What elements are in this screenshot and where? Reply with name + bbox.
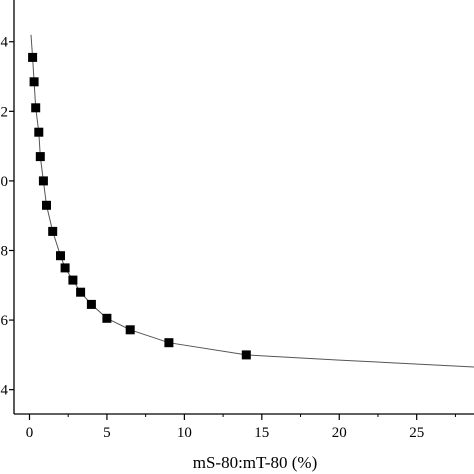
data-point [60, 263, 70, 273]
y-tick-label: 10 [0, 174, 8, 190]
fit-curve [30, 34, 474, 368]
x-tick-label: 10 [177, 425, 192, 441]
x-tick-label: 20 [332, 425, 347, 441]
x-axis-ticks: 0 5 10 15 20 25 [26, 414, 456, 441]
data-point [35, 152, 45, 162]
data-point [38, 176, 48, 186]
x-tick-label: 25 [409, 425, 424, 441]
plot-frame [13, 0, 474, 415]
x-tick-label: 0 [26, 425, 34, 441]
y-tick-label: 12 [0, 104, 8, 120]
data-point [28, 52, 38, 62]
y-tick-label: 8 [1, 243, 9, 259]
y-tick-label: 6 [1, 313, 9, 329]
data-point [125, 325, 135, 335]
data-point [42, 200, 51, 210]
data-point [31, 103, 41, 113]
y-axis-ticks: 4 6 8 10 12 14 [0, 35, 14, 399]
x-tick-label: 15 [254, 425, 269, 441]
data-points-layer [28, 52, 251, 360]
data-point [48, 226, 58, 236]
data-point [76, 287, 86, 297]
data-point [102, 313, 112, 323]
data-point [34, 127, 44, 137]
data-point [29, 77, 39, 87]
data-point [86, 299, 96, 309]
data-point [164, 338, 174, 348]
x-axis-title: mS-80:mT-80 (%) [193, 453, 318, 472]
x-tick-label: 5 [103, 425, 111, 441]
data-point [56, 251, 65, 261]
y-tick-label: 4 [1, 383, 9, 399]
data-point [241, 350, 251, 360]
data-point [68, 275, 78, 285]
y-tick-label: 14 [0, 35, 9, 51]
fit-curve-layer [30, 34, 474, 368]
